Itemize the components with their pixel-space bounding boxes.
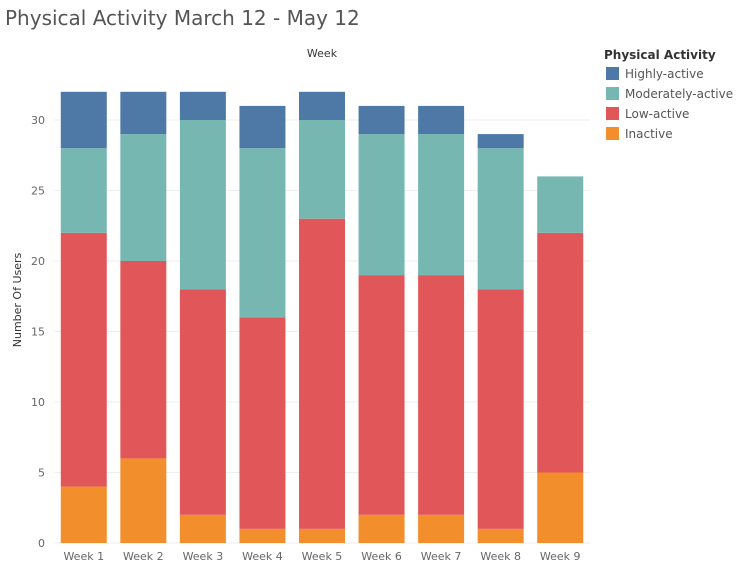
- bar-segment-moderately-active: [299, 120, 345, 219]
- bar-segment-moderately-active: [179, 120, 226, 290]
- x-tick-label: Week 1: [63, 550, 104, 563]
- y-axis-label: Number Of Users: [11, 252, 24, 347]
- bar-segment-inactive: [358, 514, 405, 543]
- bar-segment-low-active: [299, 218, 345, 529]
- bar-segment-inactive: [299, 528, 345, 543]
- legend-label: Inactive: [625, 127, 673, 141]
- bar-segment-highly-active: [120, 91, 167, 135]
- bar-segment-inactive: [120, 458, 167, 543]
- bar-segment-inactive: [239, 528, 286, 543]
- top-axis-label: Week: [307, 47, 338, 60]
- bar-segment-inactive: [477, 528, 524, 543]
- bar-segment-low-active: [477, 289, 524, 529]
- bar-segment-moderately-active: [239, 148, 286, 318]
- bar-segment-highly-active: [358, 105, 405, 135]
- bar-segment-inactive: [418, 514, 465, 543]
- x-tick-label: Week 2: [123, 550, 164, 563]
- legend-swatch: [606, 87, 619, 100]
- bar-segment-moderately-active: [120, 134, 167, 261]
- x-axis-ticks: Week 1 Week 2 Week 3 Week 4 Week 5 Week 6 Week…: [63, 550, 580, 563]
- legend: Physical Activity Highly-active Moderatel…: [604, 48, 733, 141]
- bar-segment-highly-active: [179, 91, 226, 120]
- legend-label: Moderately-active: [625, 87, 733, 101]
- x-tick-label: Week 5: [302, 550, 343, 563]
- bar-segment-moderately-active: [537, 176, 584, 233]
- y-tick-label: 25: [31, 185, 45, 198]
- x-tick-label: Week 7: [421, 550, 462, 563]
- bar-segment-highly-active: [239, 105, 286, 149]
- y-tick-label: 0: [38, 537, 45, 550]
- chart-title: Physical Activity March 12 - May 12: [5, 6, 360, 30]
- bar-segment-highly-active: [418, 105, 465, 135]
- x-tick-label: Week 8: [480, 550, 521, 563]
- legend-label: Low-active: [625, 107, 689, 121]
- bar-segment-low-active: [418, 275, 465, 515]
- bar-segment-low-active: [179, 289, 226, 515]
- bar-segment-moderately-active: [358, 134, 405, 276]
- y-axis-ticks: 0 5 10 15 20 25 30: [31, 114, 45, 550]
- bars: [60, 91, 584, 543]
- y-tick-label: 15: [31, 326, 45, 339]
- bar-segment-highly-active: [299, 91, 345, 120]
- y-tick-label: 5: [38, 467, 45, 480]
- x-tick-label: Week 6: [361, 550, 402, 563]
- x-tick-label: Week 4: [242, 550, 283, 563]
- bar-segment-low-active: [358, 275, 405, 515]
- bar-segment-moderately-active: [60, 148, 107, 233]
- y-tick-label: 20: [31, 255, 45, 268]
- bar-segment-inactive: [537, 472, 584, 543]
- x-tick-label: Week 9: [540, 550, 581, 563]
- bar-segment-low-active: [239, 317, 286, 529]
- y-tick-label: 30: [31, 114, 45, 127]
- bar-segment-inactive: [179, 514, 226, 543]
- bar-segment-low-active: [120, 261, 167, 459]
- bar-segment-moderately-active: [477, 148, 524, 290]
- legend-label: Highly-active: [625, 67, 704, 81]
- legend-swatch: [606, 67, 619, 80]
- bar-segment-moderately-active: [418, 134, 465, 276]
- bar-segment-inactive: [60, 486, 107, 543]
- legend-title: Physical Activity: [604, 48, 716, 62]
- x-tick-label: Week 3: [183, 550, 224, 563]
- bar-segment-highly-active: [477, 134, 524, 149]
- bar-segment-low-active: [537, 232, 584, 473]
- legend-swatch: [606, 107, 619, 120]
- legend-swatch: [606, 127, 619, 140]
- bar-segment-low-active: [60, 232, 107, 487]
- y-tick-label: 10: [31, 396, 45, 409]
- bar-segment-highly-active: [60, 91, 107, 149]
